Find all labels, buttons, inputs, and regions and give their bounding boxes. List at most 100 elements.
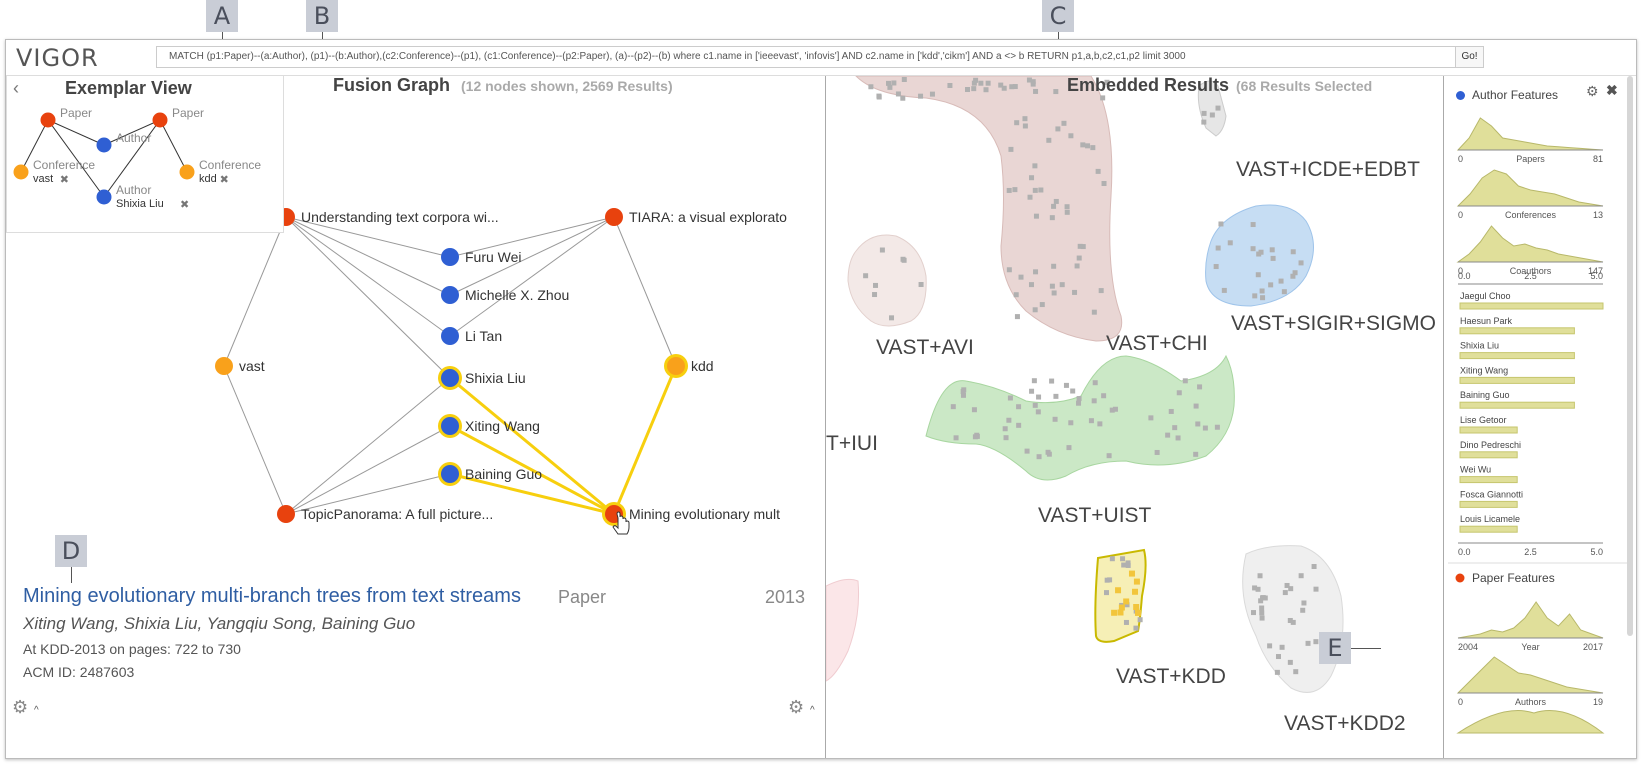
go-button[interactable]: Go! (1455, 46, 1484, 68)
embedded-point (1281, 289, 1287, 295)
exemplar-node-author-icon[interactable] (96, 189, 112, 205)
embedded-point (1284, 582, 1290, 588)
back-icon[interactable]: ‹ (13, 78, 19, 98)
fusion-node-author[interactable]: Baining Guo (438, 462, 542, 486)
bar[interactable] (1459, 426, 1518, 434)
fusion-node-author[interactable]: Furu Wei (441, 248, 522, 266)
bar-axis-tick: 0.0 (1458, 547, 1471, 557)
callout-d-line (71, 567, 72, 583)
bar-axis-tick: 2.5 (1524, 271, 1537, 281)
embedded-point (1049, 378, 1055, 384)
panel-divider[interactable] (825, 76, 826, 758)
cluster-label[interactable]: VAST+ICDE+EDBT (1236, 158, 1420, 181)
embedded-point (1014, 120, 1020, 126)
fusion-node-paper[interactable]: TIARA: a visual explorato (605, 208, 787, 226)
bar[interactable] (1459, 476, 1518, 484)
embedded-point (1101, 393, 1107, 399)
exemplar-node-conference-icon[interactable] (13, 164, 29, 180)
bar[interactable] (1459, 525, 1518, 533)
embedded-point (1038, 187, 1044, 193)
embedded-point-selected (1133, 603, 1140, 610)
exemplar-node-author-icon[interactable] (96, 137, 112, 153)
bar[interactable] (1459, 327, 1575, 335)
bar[interactable] (1459, 302, 1604, 310)
remove-constraint-icon[interactable]: ✖ (220, 174, 229, 186)
embedded-point (1104, 79, 1110, 85)
exemplar-node-paper-icon[interactable] (152, 112, 168, 128)
fusion-node-author-icon (441, 327, 459, 345)
embedded-point (1036, 394, 1042, 400)
feature-histogram (1456, 169, 1604, 207)
embedded-title: Embedded Results (1067, 75, 1230, 95)
fusion-node-author[interactable]: Li Tan (441, 327, 502, 345)
embedded-point (1201, 110, 1207, 116)
embedded-expand-caret-icon[interactable]: ^ (810, 705, 815, 716)
cluster-label[interactable]: VAST+KDD (1116, 665, 1226, 688)
fusion-edge (285, 473, 451, 515)
embedded-point (1092, 380, 1098, 386)
fusion-edge (223, 365, 287, 515)
exemplar-node-paper-icon[interactable] (40, 112, 56, 128)
embedded-point (1012, 187, 1018, 193)
sidebar-scrollbar[interactable] (1627, 76, 1633, 636)
fusion-node-conf[interactable]: vast (215, 357, 265, 375)
embedded-point (947, 83, 953, 89)
sidebar-gear-icon[interactable]: ⚙ (1586, 83, 1599, 99)
embedded-point (1257, 573, 1263, 579)
embedded-point (1053, 393, 1059, 399)
fusion-graph-canvas[interactable]: Understanding text corpora wi... TIARA: a… (6, 40, 825, 759)
sidebar-charts[interactable]: 0 Papers 81 0 Conferences 13 0 Coauthors 147 0.0 2… (1444, 76, 1636, 759)
fusion-node-author[interactable]: Xiting Wang (438, 414, 540, 438)
embedded-point (901, 257, 907, 263)
cluster-label[interactable]: T+IUI (826, 432, 878, 455)
fusion-node-author[interactable]: Michelle X. Zhou (441, 286, 569, 304)
embedded-point (1104, 590, 1110, 596)
callout-d: D (55, 535, 87, 567)
callout-e: E (1319, 632, 1351, 664)
fusion-node-conf[interactable]: kdd (664, 354, 714, 378)
exemplar-node-conference-icon[interactable] (179, 164, 195, 180)
remove-constraint-icon[interactable]: ✖ (60, 174, 69, 186)
app-logo: VIGOR (16, 44, 99, 72)
embedded-settings-gear-icon[interactable]: ⚙ (788, 697, 805, 717)
embedded-point (1029, 388, 1035, 394)
query-input[interactable]: MATCH (p1:Paper)--(a:Author), (p1)--(b:A… (156, 46, 1456, 68)
exemplar-node-type: Conference (33, 158, 95, 172)
fusion-node-paper[interactable]: Understanding text corpora wi... (277, 208, 499, 226)
embedded-point (985, 80, 991, 86)
bar[interactable] (1459, 451, 1518, 459)
cluster-label[interactable]: VAST+AVI (876, 336, 974, 359)
bar[interactable] (1459, 376, 1575, 384)
embedded-point (1068, 133, 1074, 139)
fusion-node-author[interactable]: Shixia Liu (438, 366, 526, 390)
callout-e-line (1351, 648, 1381, 649)
cluster-label[interactable]: VAST+UIST (1038, 504, 1152, 527)
cluster-label[interactable]: VAST+SIGIR+SIGMO (1231, 312, 1436, 335)
cluster-label[interactable]: VAST+CHI (1106, 332, 1208, 355)
sidebar-close-icon[interactable]: ✖ (1606, 82, 1618, 98)
bar[interactable] (1459, 401, 1575, 409)
bar[interactable] (1459, 500, 1518, 508)
fusion-expand-caret-icon[interactable]: ^ (34, 705, 39, 716)
detail-title-link[interactable]: Mining evolutionary multi-branch trees f… (23, 585, 521, 607)
fusion-node-paper[interactable]: Mining evolutionary mult (602, 502, 780, 526)
exemplar-node-value: Shixia Liu (116, 198, 164, 210)
bar[interactable] (1459, 352, 1575, 360)
cluster-vast-avi (847, 234, 927, 327)
fusion-edge-highlight (612, 365, 678, 515)
histogram-max: 81 (1593, 154, 1603, 164)
histogram-min: 0 (1458, 210, 1463, 220)
cluster-label[interactable]: VAST+KDD2 (1284, 712, 1406, 735)
embedded-point (1016, 404, 1022, 410)
embedded-point (1109, 556, 1115, 562)
embedded-results-canvas[interactable]: VAST+ICDE+EDBT VAST+CHI VAST+SIGIR+SIGMO VA… (826, 76, 1443, 759)
embedded-point (1267, 643, 1273, 649)
remove-constraint-icon[interactable]: ✖ (180, 199, 189, 211)
embedded-point (1030, 81, 1036, 87)
fusion-node-paper-icon (605, 208, 623, 226)
fusion-node-paper[interactable]: TopicPanorama: A full picture... (277, 505, 493, 523)
embedded-point (1032, 307, 1038, 313)
fusion-settings-gear-icon[interactable]: ⚙ (12, 697, 29, 717)
fusion-node-label: Baining Guo (465, 466, 542, 482)
